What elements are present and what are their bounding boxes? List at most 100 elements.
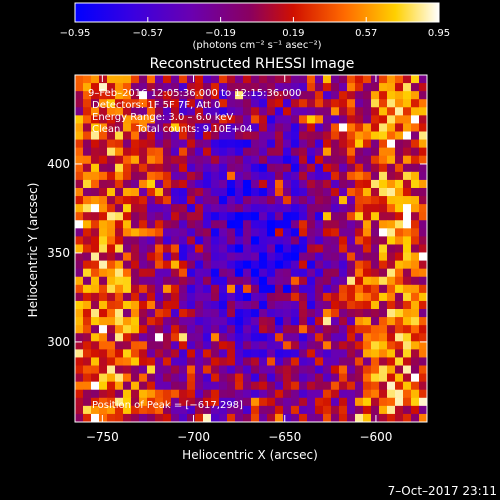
heatmap-cell xyxy=(155,341,164,350)
heatmap-cell xyxy=(195,163,204,173)
heatmap-cell xyxy=(187,357,196,367)
heatmap-cell xyxy=(323,123,332,133)
heatmap-cell xyxy=(107,220,116,229)
heatmap-cell xyxy=(115,163,124,173)
heatmap-cell xyxy=(123,171,132,181)
heatmap-cell xyxy=(131,179,140,189)
colorbar-tick-label: −0.19 xyxy=(205,28,236,39)
heatmap-cell xyxy=(235,171,244,181)
heatmap-cell xyxy=(331,300,340,310)
heatmap-cell xyxy=(411,115,420,125)
heatmap-cell xyxy=(411,171,420,181)
heatmap-cell xyxy=(83,75,92,84)
heatmap-cell xyxy=(155,349,164,359)
heatmap-cell xyxy=(363,365,372,375)
heatmap-cell xyxy=(387,99,396,108)
heatmap-cell xyxy=(363,397,372,407)
heatmap-cell xyxy=(315,317,324,326)
heatmap-cell xyxy=(347,325,356,334)
heatmap-cell xyxy=(163,139,172,149)
heatmap-cell xyxy=(363,284,372,294)
heatmap-cell xyxy=(347,236,356,246)
heatmap-cell xyxy=(251,107,260,116)
heatmap-cell xyxy=(195,309,204,318)
heatmap-cell xyxy=(387,115,396,125)
heatmap-cell xyxy=(203,123,212,133)
heatmap-cell xyxy=(219,413,228,422)
heatmap-cell xyxy=(371,147,380,157)
heatmap-cell xyxy=(275,397,284,407)
heatmap-cell xyxy=(203,317,212,326)
heatmap-cell xyxy=(243,204,252,213)
heatmap-cell xyxy=(355,99,364,108)
heatmap-cell xyxy=(251,405,260,415)
heatmap-cell xyxy=(347,123,356,133)
heatmap-cell xyxy=(339,83,348,92)
heatmap-cell xyxy=(123,276,132,286)
heatmap-cell xyxy=(363,107,372,116)
heatmap-cell xyxy=(363,341,372,350)
heatmap-cell xyxy=(371,389,380,399)
heatmap-cell xyxy=(155,309,164,318)
heatmap-cell xyxy=(323,91,332,100)
x-tick-label: −750 xyxy=(86,430,119,444)
x-tick-label: −700 xyxy=(177,430,210,444)
heatmap-cell xyxy=(363,171,372,181)
heatmap-cell xyxy=(291,413,300,422)
heatmap-cell xyxy=(147,389,156,399)
heatmap-cell xyxy=(419,252,427,262)
heatmap-cell xyxy=(323,196,332,205)
heatmap-cell xyxy=(227,317,236,326)
heatmap-cell xyxy=(291,115,300,125)
heatmap-cell xyxy=(323,171,332,181)
heatmap-cell xyxy=(243,260,252,270)
heatmap-cell xyxy=(163,325,172,334)
heatmap-cell xyxy=(147,236,156,246)
heatmap-cell xyxy=(139,107,148,116)
heatmap-cell xyxy=(331,365,340,375)
heatmap-cell xyxy=(139,397,148,407)
heatmap-cell xyxy=(139,252,148,262)
heatmap-cell xyxy=(419,333,427,342)
heatmap-cell xyxy=(307,228,316,237)
heatmap-cell xyxy=(387,333,396,342)
heatmap-cell xyxy=(395,139,404,149)
heatmap-cell xyxy=(235,381,244,391)
heatmap-cell xyxy=(107,204,116,213)
heatmap-cell xyxy=(419,236,427,246)
heatmap-cell xyxy=(171,309,180,318)
heatmap-cell xyxy=(219,115,228,125)
heatmap-cell xyxy=(339,155,348,165)
heatmap-cell xyxy=(315,373,324,383)
heatmap-cell xyxy=(291,123,300,133)
heatmap-cell xyxy=(211,325,220,334)
heatmap-cell xyxy=(395,405,404,415)
heatmap-cell xyxy=(267,309,276,318)
heatmap-cell xyxy=(291,147,300,157)
heatmap-cell xyxy=(251,260,260,270)
heatmap-cell xyxy=(195,260,204,270)
heatmap-cell xyxy=(299,325,308,334)
heatmap-cell xyxy=(163,413,172,422)
heatmap-cell xyxy=(219,212,228,221)
heatmap-cell xyxy=(259,252,268,262)
heatmap-cell xyxy=(115,252,124,262)
heatmap-cell xyxy=(251,115,260,125)
heatmap-cell xyxy=(379,228,388,237)
heatmap-cell xyxy=(347,131,356,141)
heatmap-cell xyxy=(307,292,316,302)
heatmap-cell xyxy=(259,228,268,237)
heatmap-cell xyxy=(99,397,108,407)
heatmap-cell xyxy=(235,91,244,100)
heatmap-cell xyxy=(291,171,300,181)
heatmap-cell xyxy=(419,107,427,116)
heatmap-cell xyxy=(155,381,164,391)
heatmap-cell xyxy=(331,155,340,165)
heatmap-cell xyxy=(339,389,348,399)
heatmap-cell xyxy=(187,397,196,407)
heatmap-cell xyxy=(123,228,132,237)
heatmap-cell xyxy=(387,389,396,399)
heatmap-cell xyxy=(219,155,228,165)
heatmap-cell xyxy=(403,99,412,108)
